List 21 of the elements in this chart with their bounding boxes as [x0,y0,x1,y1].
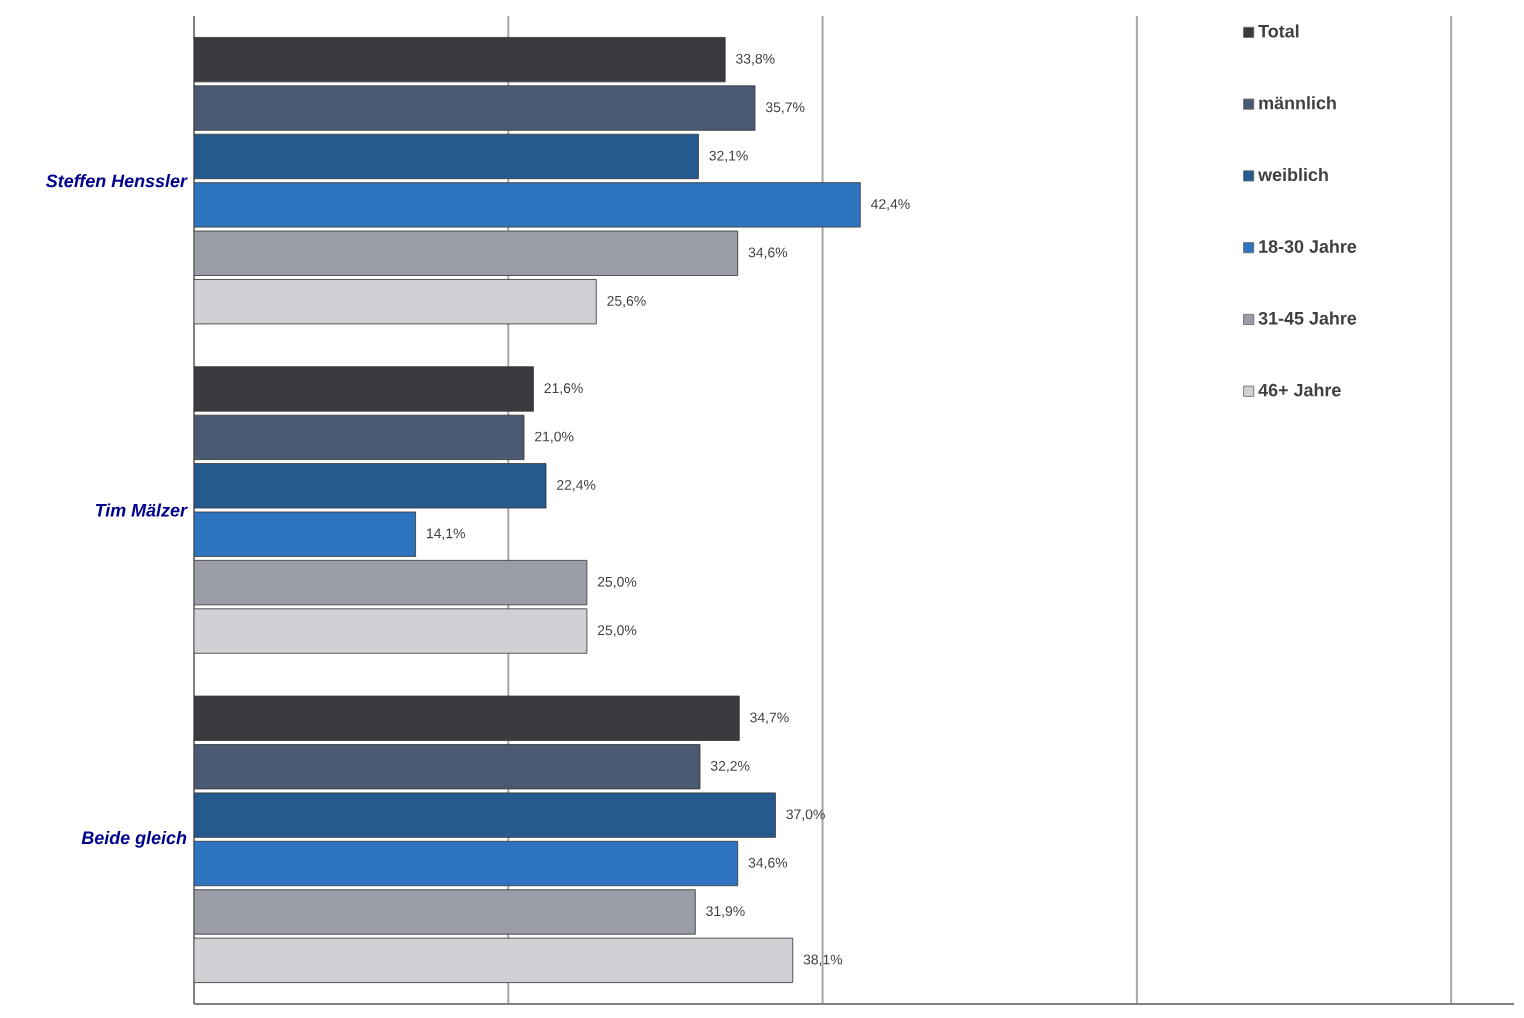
legend-label: männlich [1259,96,1336,110]
y-tick-label: Beide gleich [81,831,187,848]
y-tick-label: Tim Mälzer [95,503,188,517]
legend-label: 31-45 Jahre [1258,311,1357,325]
legend-label: 46+ Jahre [1258,383,1341,397]
bar [194,608,588,654]
bar [194,511,416,557]
bar [194,182,861,228]
bar [194,85,756,131]
y-tick-label: Steffen Henssler [46,174,188,188]
bar [194,792,776,838]
bar [194,841,739,887]
bar [194,133,699,180]
bar [194,937,794,984]
bar [194,463,547,509]
legend-label: weiblich [1258,168,1328,182]
legend-label: Total [1258,24,1299,38]
legend-label: 18-30 Jahre [1259,239,1357,254]
bar [194,744,701,790]
bar [194,414,525,461]
bar [194,279,597,325]
